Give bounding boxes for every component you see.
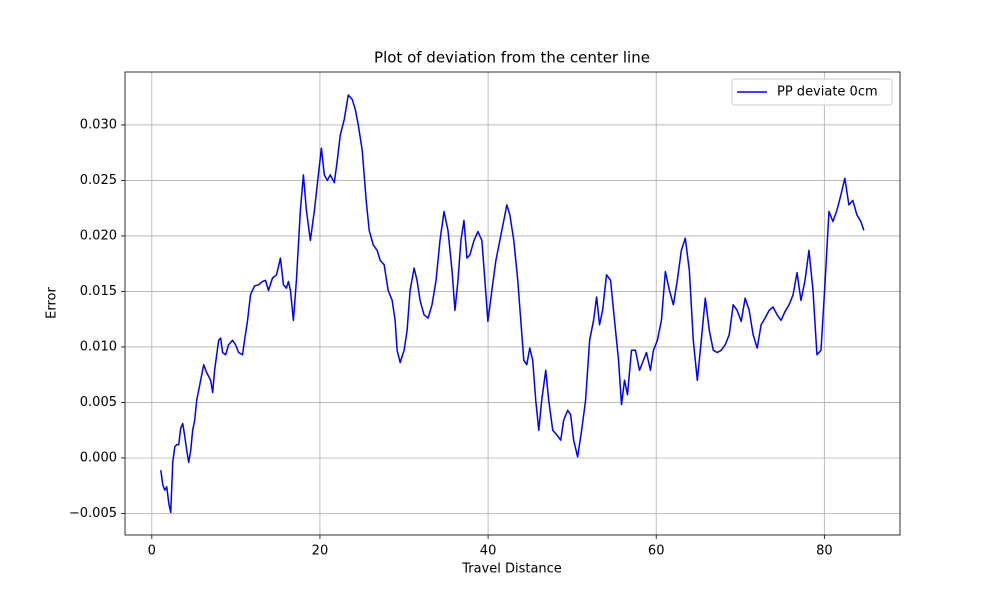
y-tick-label: 0.005 xyxy=(80,395,117,410)
x-tick-label: 0 xyxy=(148,544,156,559)
y-tick-label: 0.030 xyxy=(80,117,117,132)
y-tick-label: 0.015 xyxy=(80,284,117,299)
y-tick-label: 0.000 xyxy=(80,450,117,465)
x-tick-label: 60 xyxy=(648,544,665,559)
plot-frame xyxy=(124,71,901,536)
chart-title: Plot of deviation from the center line xyxy=(374,49,650,67)
y-tick-label: 0.025 xyxy=(80,173,117,188)
y-tick-label: 0.010 xyxy=(80,339,117,354)
x-tick-label: 40 xyxy=(480,544,497,559)
y-tick-label: 0.020 xyxy=(80,228,117,243)
x-axis-label: Travel Distance xyxy=(461,562,562,577)
x-tick-label: 80 xyxy=(816,544,833,559)
x-tick-label: 20 xyxy=(312,544,329,559)
line-series xyxy=(160,94,865,514)
legend-label: PP deviate 0cm xyxy=(777,85,878,100)
legend-box xyxy=(731,78,893,106)
y-tick-label: −0.005 xyxy=(69,506,117,521)
y-axis-label: Error xyxy=(45,287,60,319)
